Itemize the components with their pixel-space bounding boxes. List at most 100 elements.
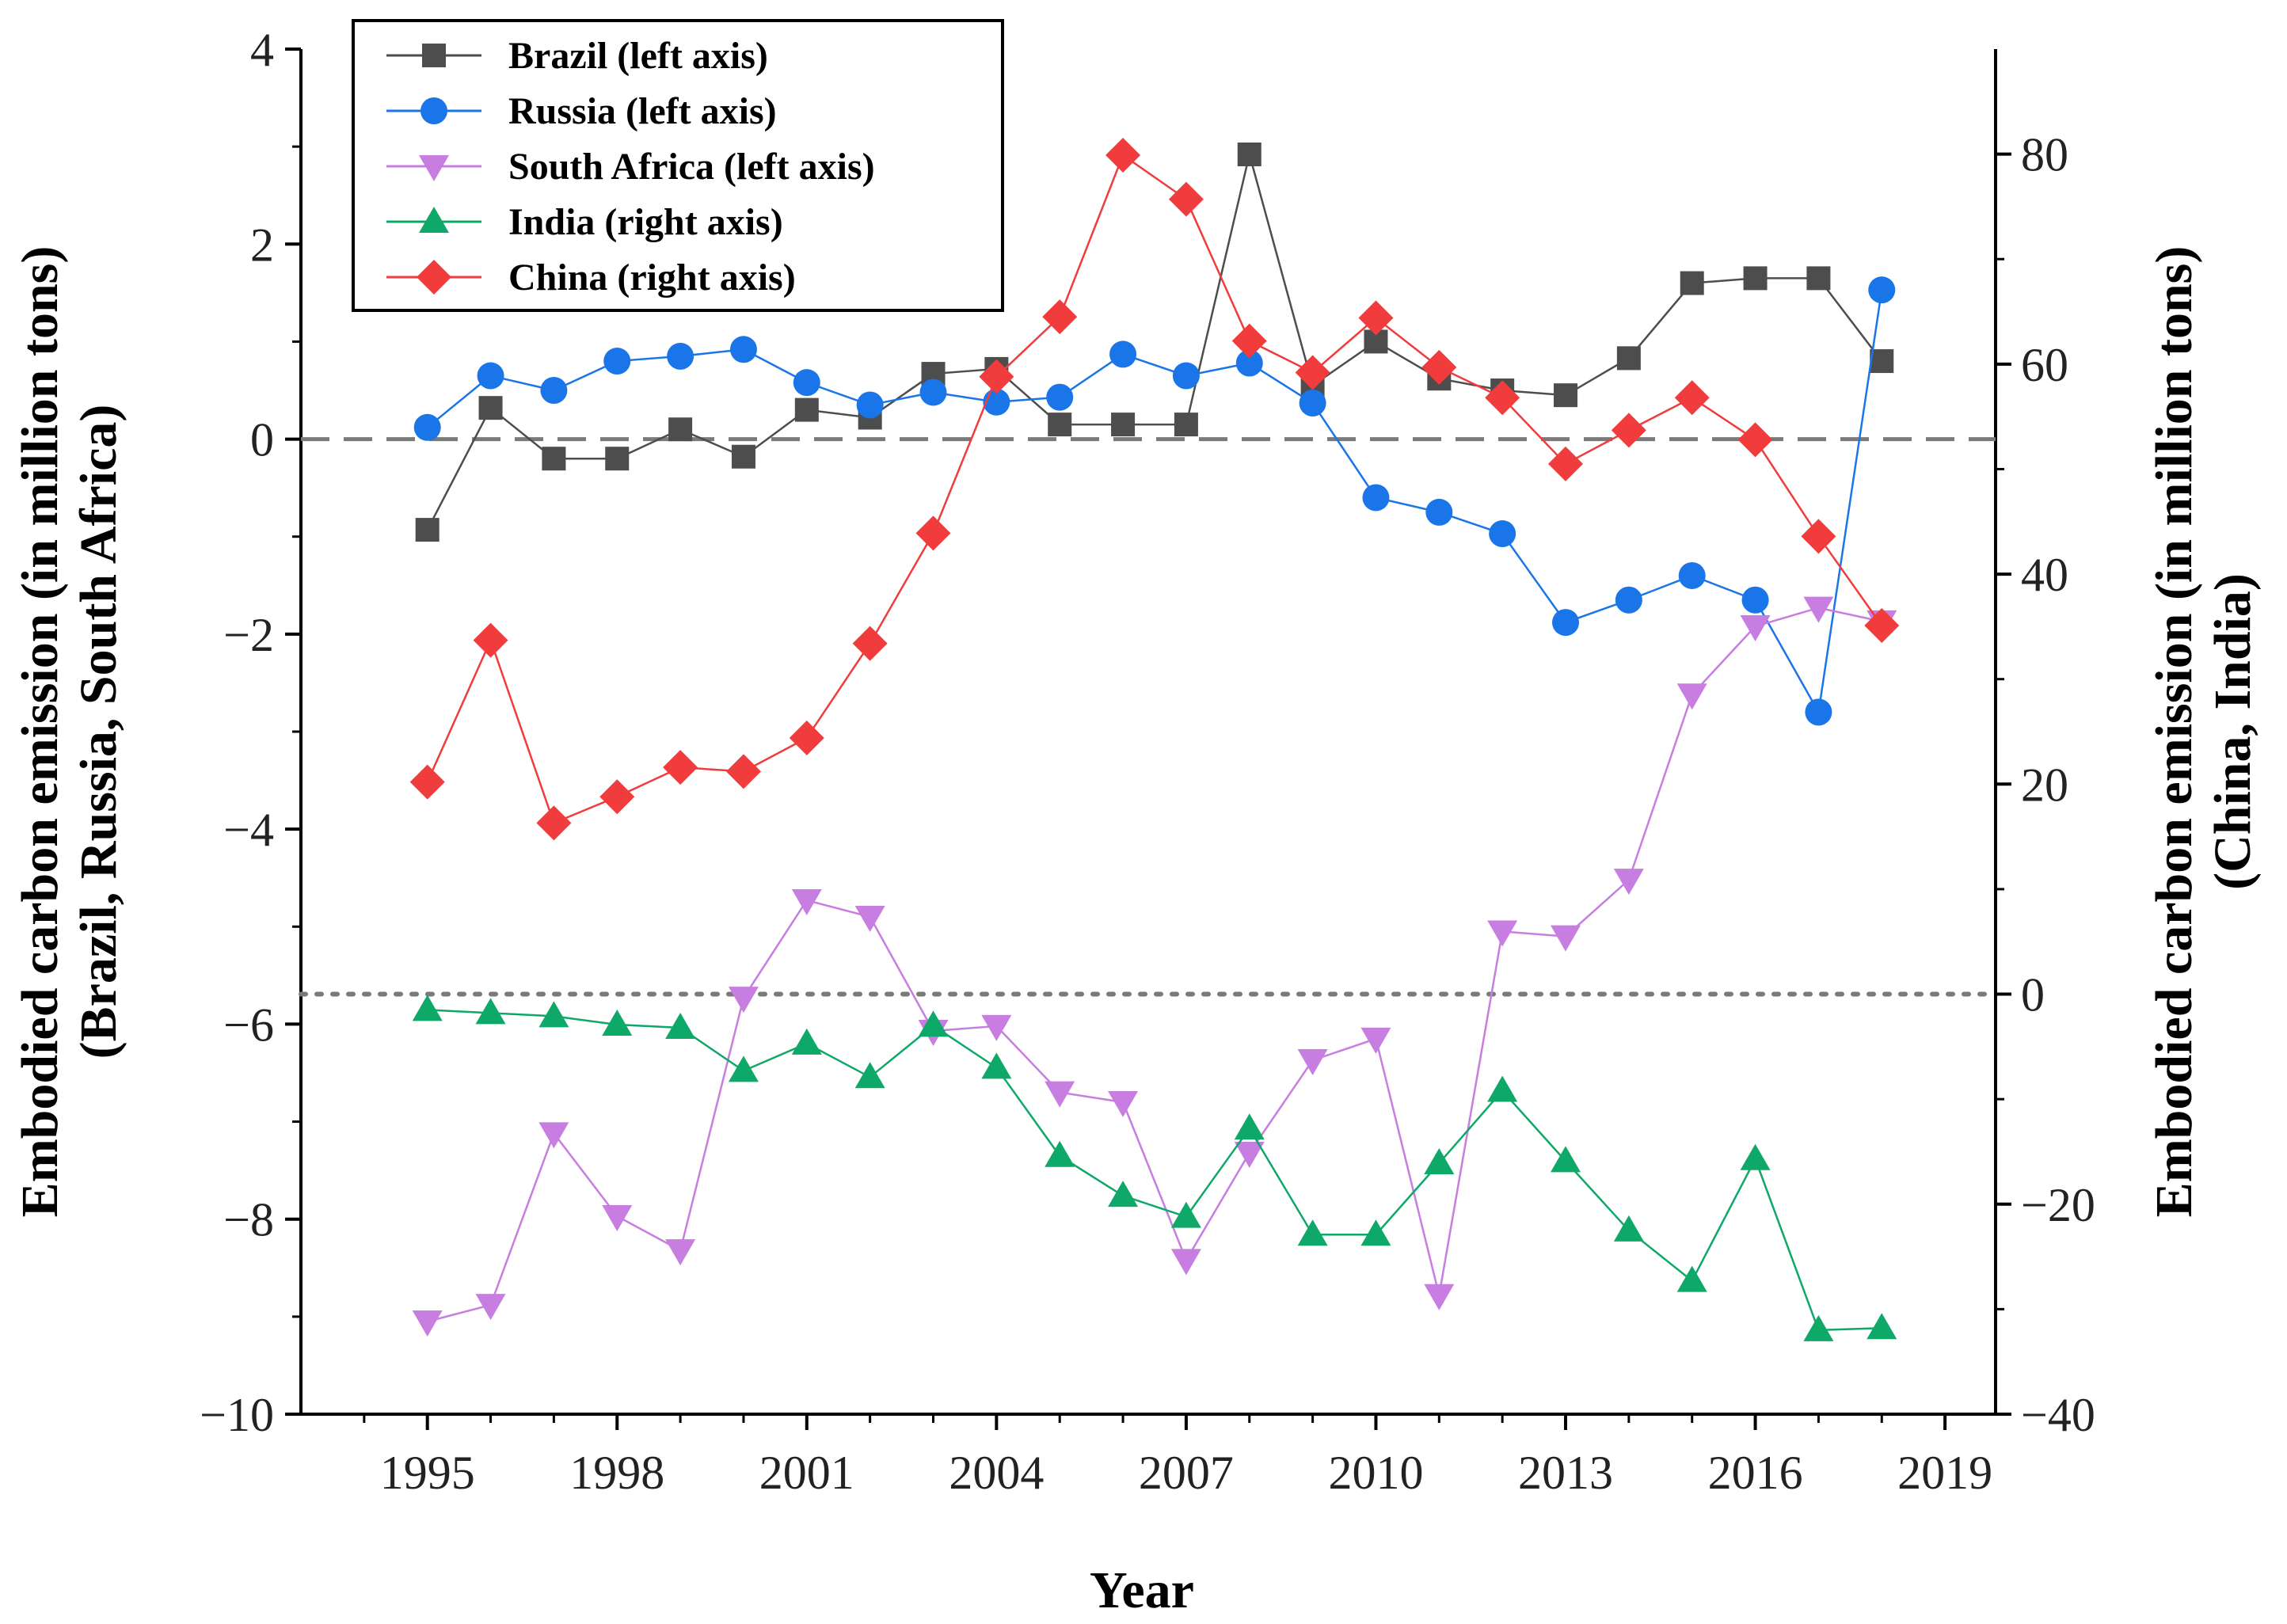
data-point-india — [602, 1009, 633, 1036]
data-point-china — [1358, 300, 1394, 336]
right-tick-label: 20 — [2021, 759, 2068, 811]
data-point-brazil — [1237, 142, 1261, 166]
data-point-south-africa — [1551, 925, 1581, 952]
data-point-russia — [1552, 609, 1580, 637]
data-point-china — [1864, 608, 1900, 644]
x-tick-label: 2001 — [759, 1447, 854, 1499]
data-point-russia — [1299, 390, 1326, 417]
data-point-russia — [1172, 362, 1200, 390]
data-point-india — [1551, 1146, 1581, 1173]
data-point-russia — [729, 336, 757, 363]
data-point-china — [979, 359, 1014, 394]
x-axis-ticks: 1995 1998 2001 2004 2007 2010 2013 2016 2019 — [363, 1414, 1992, 1499]
data-point-south-africa — [538, 1122, 569, 1149]
data-point-china — [663, 750, 698, 785]
right-axis-title: Embodied carbon emission (in million ton… — [2145, 246, 2203, 1218]
data-point-india — [981, 1052, 1012, 1079]
series-russia — [413, 276, 1896, 726]
data-point-india — [1487, 1075, 1518, 1102]
legend-marker-brazil — [422, 44, 446, 67]
data-point-india — [1297, 1219, 1328, 1246]
data-point-brazil — [668, 417, 693, 442]
data-point-china — [1674, 380, 1710, 416]
data-point-brazil — [794, 397, 819, 422]
data-point-south-africa — [1297, 1048, 1328, 1075]
data-point-south-africa — [1613, 869, 1644, 896]
left-tick-label: −8 — [223, 1194, 274, 1246]
legend-item-china: China (right axis) — [386, 257, 796, 299]
legend-label-india: India (right axis) — [508, 201, 783, 243]
left-axis-subtitle: (Brazil, Russia, South Africa) — [70, 405, 127, 1059]
data-point-brazil — [1048, 413, 1072, 437]
data-point-china — [725, 754, 761, 789]
x-axis-title: Year — [1090, 1561, 1194, 1619]
data-point-china — [409, 764, 445, 800]
data-point-china — [789, 720, 824, 755]
data-point-russia — [477, 362, 504, 390]
reference-lines — [299, 437, 1998, 997]
data-point-china — [852, 626, 888, 661]
data-point-brazil — [1174, 413, 1198, 437]
data-point-south-africa — [1803, 596, 1834, 623]
data-point-south-africa — [665, 1239, 696, 1266]
data-point-brazil — [415, 518, 440, 542]
x-tick-label: 2019 — [1897, 1447, 1992, 1499]
data-point-south-africa — [1045, 1081, 1075, 1108]
data-point-russia — [1046, 383, 1074, 411]
data-point-brazil — [1111, 413, 1136, 437]
right-tick-label: 40 — [2021, 549, 2068, 601]
data-point-south-africa — [981, 1014, 1012, 1041]
legend-label-russia: Russia (left axis) — [508, 90, 777, 132]
data-point-china — [1231, 323, 1267, 359]
data-point-russia — [1109, 340, 1137, 368]
right-axis-title-group: Embodied carbon emission (in million ton… — [2145, 246, 2203, 1218]
data-point-south-africa — [1108, 1090, 1139, 1117]
legend-item-brazil: Brazil (left axis) — [386, 35, 768, 77]
data-point-china — [1042, 299, 1078, 335]
data-point-india — [412, 995, 443, 1021]
data-point-brazil — [478, 396, 503, 420]
data-point-russia — [540, 377, 568, 404]
left-tick-label: −2 — [223, 609, 274, 661]
data-point-south-africa — [791, 889, 822, 916]
data-point-china — [599, 779, 635, 815]
data-point-brazil — [542, 447, 566, 471]
data-point-south-africa — [1424, 1284, 1455, 1310]
data-point-south-africa — [728, 987, 759, 1014]
series-china — [409, 137, 1900, 841]
right-tick-label: 60 — [2021, 339, 2068, 391]
left-tick-label: 4 — [250, 24, 274, 76]
legend-item-south-africa: South Africa (left axis) — [386, 146, 875, 188]
data-point-india — [665, 1012, 696, 1039]
data-point-india — [1740, 1143, 1771, 1170]
series-south-africa — [412, 596, 1897, 1337]
data-point-brazil — [1554, 383, 1578, 408]
series-layer — [409, 137, 1900, 1341]
data-point-china — [1548, 446, 1584, 481]
data-point-india — [1108, 1181, 1139, 1208]
right-tick-label: 80 — [2021, 129, 2068, 181]
data-point-russia — [413, 413, 441, 441]
data-point-south-africa — [854, 905, 885, 932]
data-point-china — [1485, 380, 1520, 416]
legend: Brazil (left axis) Russia (left axis) Sout… — [352, 19, 1004, 312]
data-point-russia — [1805, 698, 1832, 726]
data-point-russia — [1362, 484, 1390, 512]
data-point-russia — [1489, 520, 1516, 548]
legend-item-russia: Russia (left axis) — [386, 90, 777, 132]
data-point-china — [1611, 413, 1646, 448]
data-point-india — [1424, 1148, 1455, 1175]
data-point-china — [1168, 181, 1204, 217]
data-point-south-africa — [1740, 615, 1771, 642]
data-point-india — [1803, 1314, 1834, 1341]
data-point-india — [1045, 1140, 1075, 1167]
series-line-south-africa — [427, 607, 1882, 1323]
data-point-india — [475, 998, 506, 1025]
x-tick-label: 2004 — [949, 1447, 1044, 1499]
series-line-india — [427, 1009, 1882, 1332]
series-line-russia — [426, 289, 1883, 716]
data-point-china — [1737, 422, 1773, 458]
data-point-india — [854, 1062, 885, 1089]
data-point-brazil — [731, 444, 755, 469]
